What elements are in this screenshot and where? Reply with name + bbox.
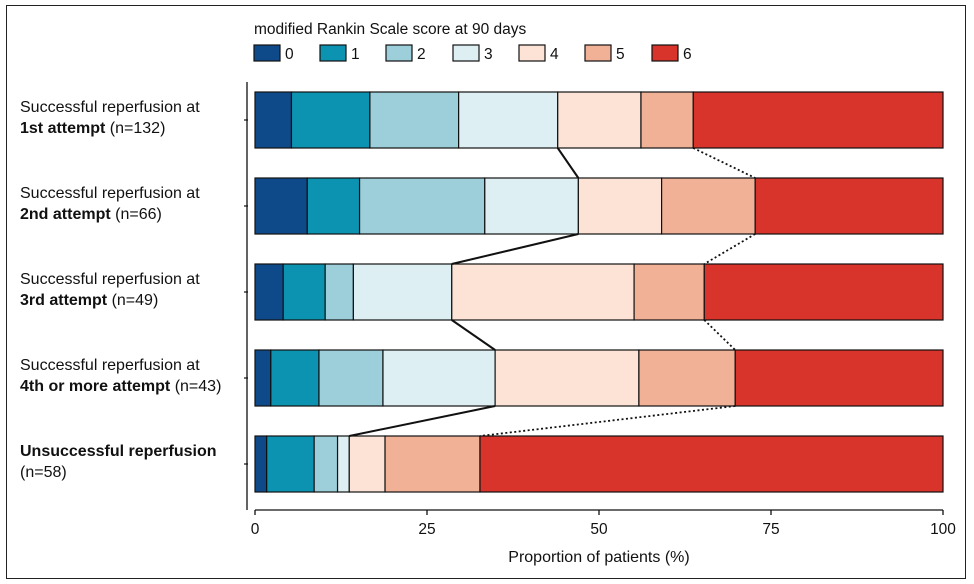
legend-swatch-6 [651,44,679,62]
category-label-line2: (n=58) [20,464,67,481]
bar-segment-row2-mrs3 [484,177,579,235]
bar-segment-row2-mrs5 [661,177,756,235]
connector-lines [349,147,756,437]
legend-swatch-0 [253,44,281,62]
x-tick-label-100: 100 [930,521,956,538]
category-label-rest: (n=66) [111,206,162,223]
legend-swatch-3 [452,44,480,62]
connector-solid-1 [556,147,580,179]
connector-dotted-2 [703,233,756,265]
category-label-2: Successful reperfusion at 2nd attempt (n=… [20,185,200,223]
legend-label-3: 3 [484,46,493,63]
legend-title: modified Rankin Scale score at 90 days [254,21,527,38]
category-label-1: Successful reperfusion at 1st attempt (n=… [20,99,200,137]
bar-segment-row4-mrs6 [734,349,944,407]
bar-segment-row4-mrs1 [270,349,320,407]
category-labels: Successful reperfusion at 1st attempt (n=… [20,99,248,481]
legend-swatch-5 [584,44,612,62]
bar-segment-row1-mrs3 [458,91,559,149]
category-label-rest: (n=132) [105,120,165,137]
bar-segment-row1-mrs6 [692,91,944,149]
category-label-line1: Successful reperfusion at [20,271,200,288]
bar-segment-row1-mrs4 [557,91,642,149]
bar-segment-row1-mrs5 [640,91,694,149]
legend-swatch-2 [385,44,413,62]
bar-segment-row5-mrs6 [479,435,944,493]
x-tick-label-25: 25 [418,521,435,538]
bar-segment-row3-mrs4 [451,263,635,321]
category-label-bold: 4th or more attempt [20,378,171,395]
category-label-rest: (n=49) [107,292,158,309]
connector-solid-4 [349,405,496,437]
bar-segment-row4-mrs2 [318,349,384,407]
bar-segment-row1-mrs0 [254,91,293,149]
bar-segment-row5-mrs2 [313,435,339,493]
bar-segment-row4-mrs0 [254,349,272,407]
bar-segment-row3-mrs3 [352,263,453,321]
bar-segment-row5-mrs1 [266,435,315,493]
category-label-line1: Successful reperfusion at [20,99,200,116]
bar-segment-row5-mrs0 [254,435,268,493]
bar-segment-row2-mrs4 [577,177,663,235]
bar-segment-row3-mrs2 [324,263,354,321]
bar-segment-row3-mrs0 [254,263,284,321]
x-tick-label-50: 50 [590,521,608,538]
x-axis-label: Proportion of patients (%) [508,549,689,566]
category-label-rest: (n=43) [170,378,221,395]
bar-segment-row5-mrs4 [348,435,386,493]
bar-segment-row2-mrs2 [358,177,486,235]
bars [254,91,944,493]
chart-frame [6,5,966,579]
category-label-line1: Unsuccessful reperfusion [20,443,217,460]
bar-segment-row4-mrs3 [382,349,496,407]
category-label-line1: Successful reperfusion at [20,357,200,374]
bar-segment-row3-mrs6 [703,263,944,321]
category-label-bold: 2nd attempt [20,206,111,223]
legend-swatch-4 [518,44,546,62]
bar-segment-row3-mrs1 [282,263,326,321]
bar-segment-row2-mrs1 [306,177,361,235]
category-label-bold: 3rd attempt [20,292,108,309]
x-tick-label-75: 75 [762,521,779,538]
legend-swatch-1 [319,44,347,62]
x-axis: 0 25 50 75 100 [246,82,956,538]
category-label-4: Successful reperfusion at 4th or more att… [20,357,221,395]
connector-dotted-1 [692,147,756,179]
x-tick-label-0: 0 [251,521,260,538]
legend-label-4: 4 [550,46,559,63]
legend: 0 1 2 3 4 5 6 [253,44,692,63]
bar-segment-row4-mrs5 [638,349,736,407]
connector-dotted-4 [479,405,736,437]
legend-label-1: 1 [351,46,360,63]
bar-segment-row1-mrs1 [290,91,371,149]
connector-solid-3 [451,319,496,351]
category-label-bold: 1st attempt [20,120,106,137]
bar-segment-row5-mrs3 [336,435,350,493]
bar-segment-row2-mrs6 [754,177,944,235]
bar-segment-row1-mrs2 [369,91,460,149]
category-label-5: Unsuccessful reperfusion (n=58) [20,443,217,481]
legend-label-2: 2 [417,46,426,63]
bar-segment-row4-mrs4 [494,349,640,407]
category-label-line1: Successful reperfusion at [20,185,200,202]
legend-label-5: 5 [616,46,625,63]
bar-segment-row3-mrs5 [633,263,705,321]
connector-dotted-3 [703,319,736,351]
connector-solid-2 [451,233,579,265]
bar-segment-row5-mrs5 [384,435,481,493]
category-label-3: Successful reperfusion at 3rd attempt (n=… [20,271,200,309]
legend-label-6: 6 [683,46,692,63]
legend-label-0: 0 [285,46,294,63]
bar-segment-row2-mrs0 [254,177,308,235]
